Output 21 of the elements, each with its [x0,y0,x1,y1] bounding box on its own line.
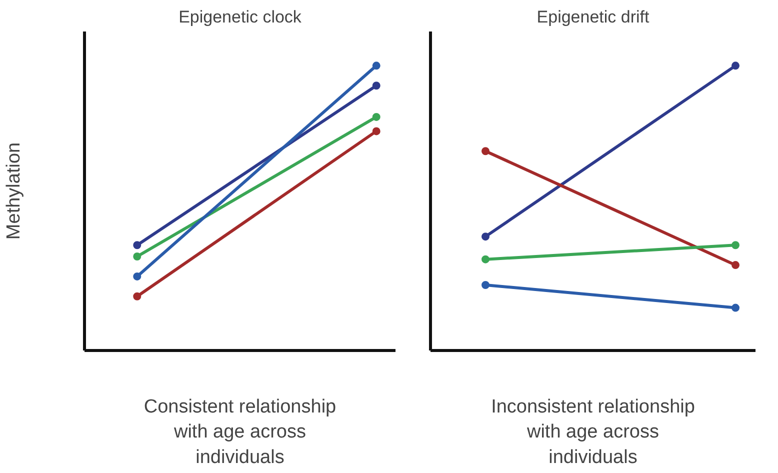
point [133,272,142,280]
point [372,82,380,90]
point [732,304,740,312]
point [482,255,490,264]
x-axis-title: Inconsistent relationship with age across individuals [491,396,695,468]
point [732,62,740,70]
point [372,127,380,136]
point [482,147,490,156]
chart-title: Epigenetic clock [178,8,302,26]
chart-title: Epigenetic drift [536,8,650,26]
point [133,292,142,300]
point [482,232,490,241]
point [482,281,490,289]
y-axis-title: Methylation [4,142,24,240]
x-axis-title: Consistent relationship with age across individuals [144,396,336,468]
point [372,62,380,70]
point [133,241,142,250]
point [133,252,142,260]
point [732,261,740,270]
point [732,241,740,250]
point [372,112,380,121]
